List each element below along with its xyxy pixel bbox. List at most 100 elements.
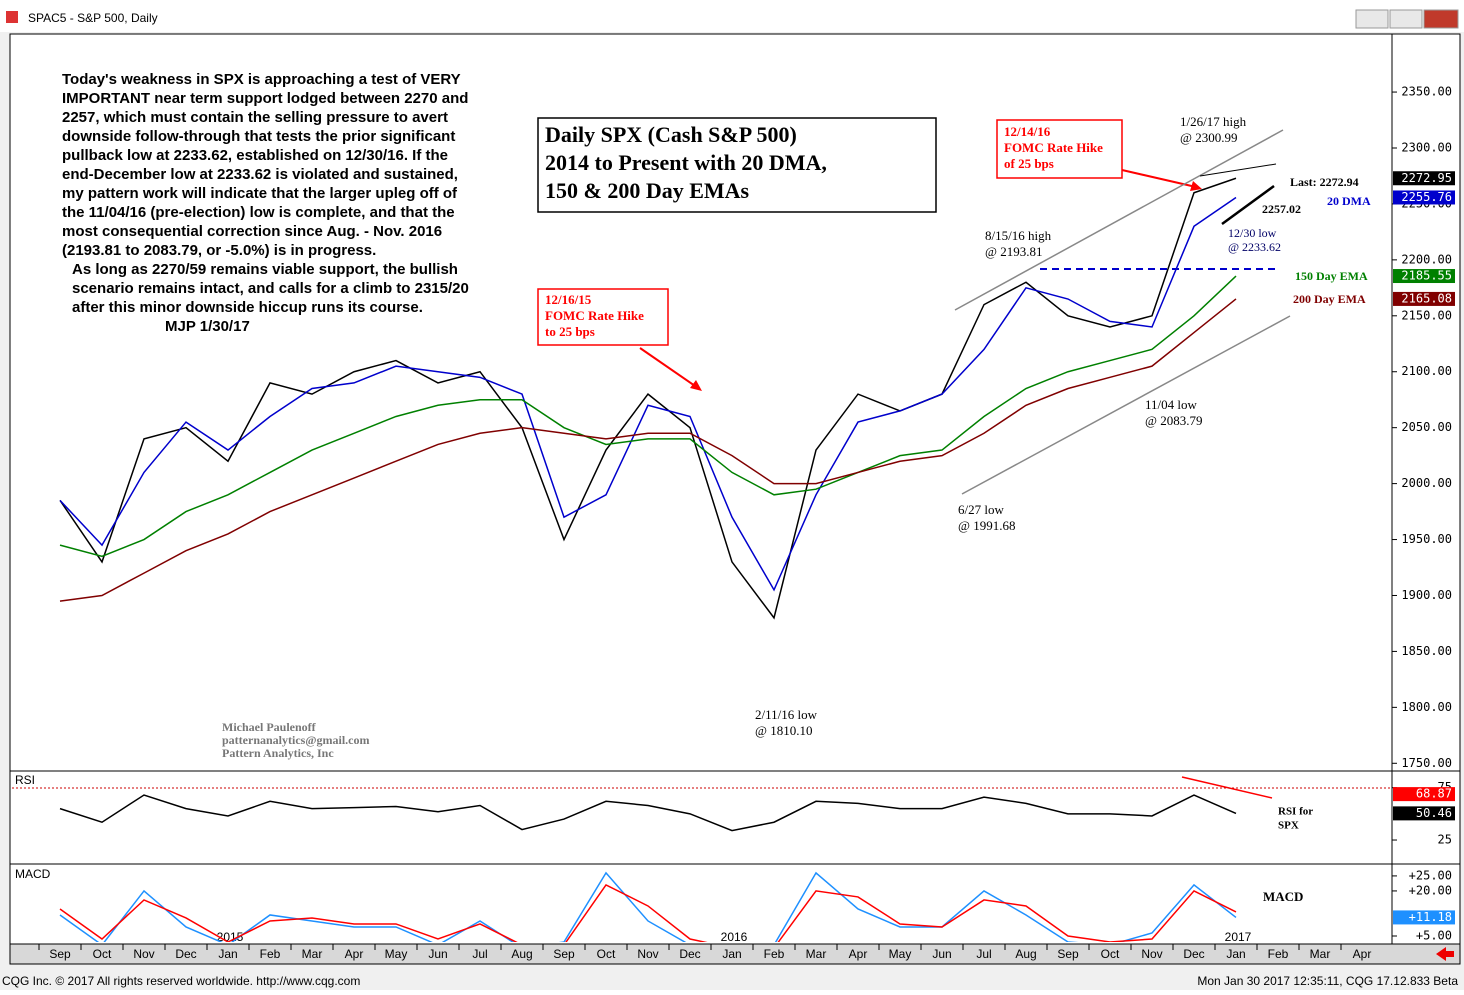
y-tick-label: 25 [1438,833,1452,847]
fomc-box [996,119,1123,179]
wedge-line [1221,184,1275,226]
minimize-button[interactable] [1355,9,1389,29]
x-tick-label: Feb [1268,947,1289,961]
y-tick-label: 1900.00 [1401,588,1452,602]
annotation: 2257.02 [1262,202,1301,216]
title-bar [0,0,1464,32]
series-line [59,871,1237,942]
annotation: most consequential correction since Aug.… [62,223,442,240]
annotation: FOMC Rate Hike [1004,140,1103,155]
x-tick-label: Jan [218,947,237,961]
annotation: 200 Day EMA [1293,292,1366,306]
annotation: 12/14/16 [1004,124,1051,139]
last-value-label: 2185.55 [1401,269,1452,283]
year-label: 2017 [1225,930,1252,944]
y-tick-label: 2350.00 [1401,85,1452,99]
annotation: to 25 bps [545,324,595,339]
last-value-box [1393,190,1455,205]
y-tick-label: +25.00 [1409,868,1452,882]
x-tick-label: Oct [93,947,112,961]
annotation: my pattern work will indicate that the l… [62,185,458,202]
x-tick-label: Sep [553,947,575,961]
annotation: 11/04 low [1145,397,1197,412]
x-tick-label: Apr [345,947,364,961]
last-value-box [1393,171,1455,186]
x-tick-label: Oct [597,947,616,961]
annotation: RSI for [1278,806,1313,818]
channel-line [961,315,1291,495]
annotation: patternanalytics@gmail.com [222,733,369,747]
x-tick-label: Feb [260,947,281,961]
x-tick-label: Mar [1310,947,1331,961]
x-tick-label: May [889,947,912,961]
annotation: @ 2233.62 [1228,240,1281,254]
x-tick-label: Mar [806,947,827,961]
panel-title: MACD [15,867,51,881]
x-tick-label: Jun [932,947,951,961]
y-tick-label: 1750.00 [1401,756,1452,770]
y-tick-label: 1800.00 [1401,700,1452,714]
annotation: Last: 2272.94 [1290,175,1359,189]
x-tick-label: Jan [722,947,741,961]
last-value-label: 2272.95 [1401,171,1452,185]
annotation: Michael Paulenoff [222,720,317,734]
annotation: after this minor downside hiccup runs it… [72,299,423,316]
annotation: @ 1991.68 [958,518,1015,533]
x-tick-label: Oct [1101,947,1120,961]
rsi-trend-line [1181,776,1273,799]
annotation: 2014 to Present with 20 DMA, [545,150,827,175]
y-tick-label: 2150.00 [1401,308,1452,322]
scroll-arrow[interactable] [1436,947,1454,961]
series-line [59,298,1237,602]
x-tick-label: Jul [472,947,487,961]
wedge-line [1199,163,1277,177]
x-tick-label: Jun [428,947,447,961]
annotation: 1/26/17 high [1180,114,1247,129]
x-tick-label: Sep [49,947,71,961]
annotation: Today's weakness in SPX is approaching a… [62,71,461,88]
x-tick-label: Dec [679,947,700,961]
annotation: 12/16/15 [545,292,592,307]
title-box [537,117,937,213]
app-icon [6,11,18,23]
y-tick-label: 2100.00 [1401,364,1452,378]
level-label: 68.87 [1416,787,1452,801]
arrow [639,347,699,389]
x-tick-label: Dec [175,947,196,961]
last-value-box [1393,806,1455,821]
x-tick-label: Dec [1183,947,1204,961]
y-tick-label: 2300.00 [1401,140,1452,154]
annotation: Daily SPX (Cash S&P 500) [545,122,797,147]
series-line [59,275,1237,558]
annotation: 12/30 low [1228,226,1277,240]
x-tick-label: May [385,947,408,961]
maximize-button[interactable] [1389,9,1423,29]
last-value-box [1393,269,1455,284]
series-line [59,177,1237,620]
y-tick-label: 1850.00 [1401,644,1452,658]
last-value-label: 2165.08 [1401,291,1452,305]
close-button[interactable] [1423,9,1459,29]
annotation: 6/27 low [958,502,1004,517]
x-tick-label: Apr [1353,947,1372,961]
annotation: 20 DMA [1327,194,1371,208]
x-tick-label: Sep [1057,947,1079,961]
x-tick-label: Nov [133,947,154,961]
x-tick-label: Nov [637,947,658,961]
fomc-box [537,288,669,346]
annotation: MJP 1/30/17 [165,318,250,335]
annotation: IMPORTANT near term support lodged betwe… [62,90,468,107]
annotation: end-December low at 2233.62 is violated … [62,166,458,183]
arrow-head [690,380,702,391]
panel-title: RSI [15,773,35,787]
last-value-label: 50.46 [1416,806,1452,820]
x-tick-label: Aug [1015,947,1036,961]
x-tick-label: Apr [849,947,868,961]
annotation: Pattern Analytics, Inc [222,746,334,760]
annotation: MACD [1263,889,1303,904]
time-axis [9,943,1461,965]
level-box [1393,787,1455,802]
y-tick-label: 2050.00 [1401,420,1452,434]
arrow-head [1190,181,1202,191]
annotation: scenario remains intact, and calls for a… [72,280,469,297]
